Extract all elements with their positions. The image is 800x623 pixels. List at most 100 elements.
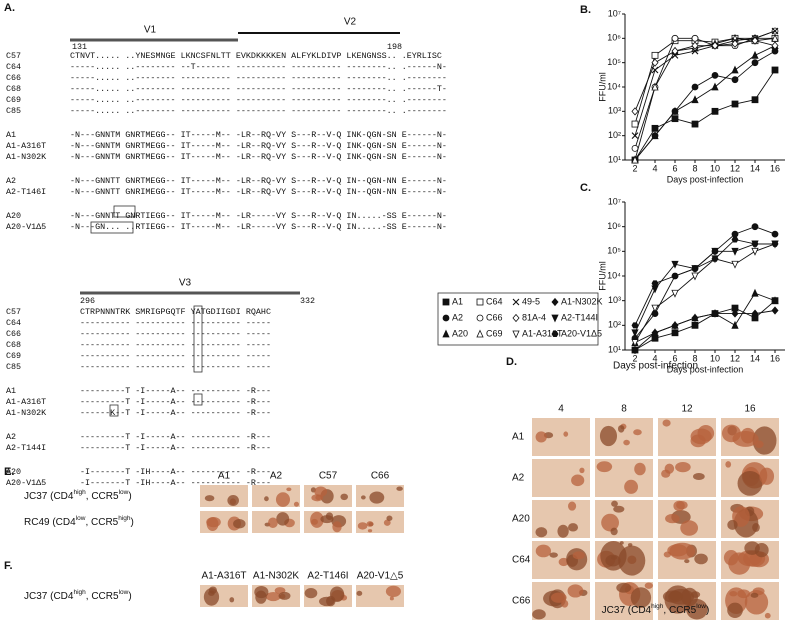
x-tick-label: 4 [652,163,657,173]
y-tick-label: 10² [608,130,621,140]
column-label: 4 [558,404,564,415]
highlight-box [193,305,203,373]
plaque [206,517,219,531]
plaque [229,597,235,603]
plaque [267,517,278,529]
data-point [691,34,699,42]
x-tick-label: 2 [632,163,637,173]
plaque [680,520,699,536]
plaque [264,496,269,502]
sequence-name: A1-A316T [6,397,46,407]
grid-header: Days post-infection [613,361,698,372]
plaque [233,518,246,529]
x-tick-label: 10 [710,163,720,173]
y-tick-label: 10⁷ [608,8,621,18]
legend-marker [476,298,484,306]
data-point [731,100,739,108]
label-part: high [73,589,86,596]
data-point [671,115,679,123]
row-label: A2 [512,473,525,484]
sequence-name: C64 [6,62,21,72]
data-point [751,247,759,256]
plaque [535,431,547,443]
plaque [369,491,385,504]
y-axis-title: FFU/ml [597,261,607,291]
plaque [265,591,281,602]
row-label: C66 [512,596,531,607]
plaque [744,590,769,615]
plaque [754,542,769,558]
sequence: CTNVT..... ..YNESMNGE LKNCSFNLTT EVKDKKK… [70,51,442,61]
sequence-name: A1-N302K [6,152,47,162]
plaque [662,419,671,427]
data-point [631,155,639,164]
legend-marker [512,330,520,339]
legend-label: A20 [452,328,468,338]
plaque [549,552,558,558]
plaque [276,512,290,526]
y-tick-label: 10⁶ [607,33,621,43]
plaque [633,429,642,436]
sequence-name: A1-N302K [6,408,47,418]
column-label: 8 [621,404,627,415]
data-point [771,306,779,315]
data-point [631,144,639,152]
data-point [751,36,759,45]
sequence: -N---GN... ..RTIEGG-- IT-----M-- -LR----… [70,222,447,232]
label-part: ) [131,517,134,528]
data-point [651,51,659,59]
y-tick-label: 10⁵ [607,57,621,67]
x-tick-label: 2 [632,353,637,363]
plaque [357,522,368,530]
row-label: A20 [512,514,530,525]
data-point [691,95,699,104]
data-point [651,328,659,337]
legend-marker [442,298,450,306]
data-point [731,230,739,238]
data-point [751,96,759,104]
plaque [630,587,652,608]
legend-marker [551,331,559,337]
data-point [691,83,699,91]
label-part: high [651,603,664,610]
data-point [631,322,639,329]
label-part: ) [128,591,131,602]
plaque [566,548,588,571]
column-label: A1-A316T [201,571,246,582]
data-point [651,58,659,67]
x-tick-label: 6 [672,353,677,363]
series-line [634,239,775,326]
sequence: ---------T -I-----A-- ---------- -R--- [80,443,271,453]
data-point [731,260,739,269]
data-point [711,255,719,262]
sequence: ---------- ---------- ---------- ----- [80,318,271,328]
label-part: high [118,515,131,522]
label-part: JC37 (CD4 [24,491,74,502]
plaque [616,582,632,593]
plaque [727,602,743,618]
label-part: ) [706,605,709,616]
plaque [329,586,345,602]
row-label: A1 [512,432,525,443]
label-part: , CCR5 [86,491,119,502]
plaque [278,591,291,600]
data-point [671,106,679,115]
data-point [751,223,759,231]
label-part: JC37 (CD4 [602,605,652,616]
plaque [681,587,699,607]
data-point [691,120,699,128]
plaque [618,425,625,433]
series-line [634,243,776,343]
sequence-name: C66 [6,329,21,339]
legend-marker [476,314,484,322]
y-tick-label: 10³ [608,295,621,305]
plaque [254,586,269,599]
highlight-box [90,221,134,234]
plaque [697,425,715,442]
sequence: -----..... ..-------- ---------- -------… [70,106,447,116]
data-point [651,124,659,132]
plaque [723,550,739,566]
highlight-box [113,205,136,218]
plaque [567,584,584,598]
plaque [318,596,335,607]
